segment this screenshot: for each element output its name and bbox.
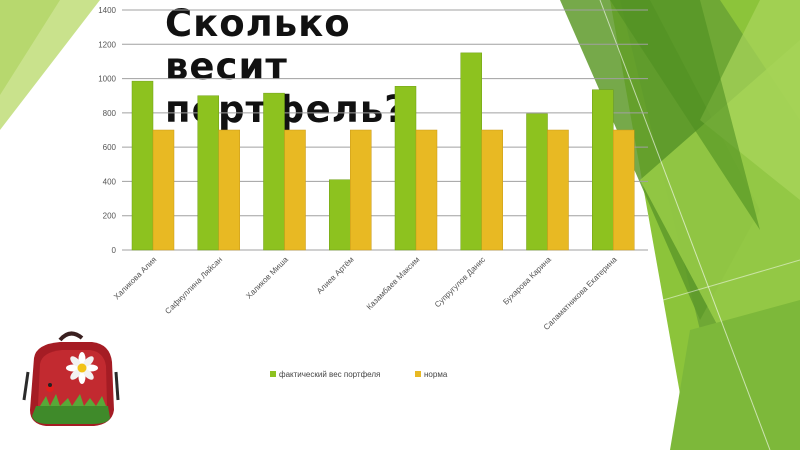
legend-label-norm: норма — [424, 370, 448, 379]
bar-actual — [394, 86, 417, 251]
title-line-1: Сколько — [165, 2, 351, 45]
x-category-label: Супругулов Данис — [433, 255, 487, 309]
legend-swatch-actual — [270, 371, 276, 377]
y-tick-label: 800 — [103, 109, 117, 118]
x-category-label: Бухарова Карина — [501, 255, 553, 307]
bar-actual — [526, 113, 548, 251]
x-category-label: Казамбаев Максим — [365, 255, 422, 312]
y-tick-label: 200 — [103, 212, 117, 221]
title-line-2: весит — [165, 45, 288, 88]
legend-swatch-norm — [415, 371, 421, 377]
x-category-label: Сафиуллина Ляйсан — [163, 255, 224, 316]
y-tick-label: 1000 — [98, 75, 116, 84]
x-category-label: Саламатникова Екатерина — [542, 255, 619, 332]
y-tick-label: 400 — [103, 177, 117, 186]
bar-actual — [263, 92, 285, 251]
legend-label-actual: фактический вес портфеля — [279, 370, 380, 379]
bar-actual — [197, 95, 219, 251]
bar-actual — [592, 89, 614, 251]
bar-norm — [481, 129, 503, 251]
backpack-image — [22, 331, 120, 426]
x-category-label: Халикова Алия — [112, 255, 158, 301]
bar-actual — [131, 80, 154, 251]
slide-title: Сколько весит портфель? — [165, 2, 407, 131]
bar-norm — [547, 129, 569, 251]
y-tick-label: 0 — [112, 246, 117, 255]
x-category-label: Халиков Миша — [244, 255, 290, 301]
bar-norm — [284, 129, 306, 251]
y-tick-label: 1400 — [98, 6, 116, 15]
bar-norm — [218, 129, 240, 251]
bar-actual — [460, 52, 482, 251]
bar-norm — [415, 129, 438, 251]
bar-norm — [152, 129, 175, 251]
y-tick-label: 1200 — [98, 40, 116, 49]
bar-norm — [350, 129, 372, 251]
y-tick-label: 600 — [103, 143, 117, 152]
bar-norm — [613, 129, 635, 251]
x-category-label: Алиев Артём — [315, 255, 356, 296]
bar-actual — [329, 179, 351, 251]
